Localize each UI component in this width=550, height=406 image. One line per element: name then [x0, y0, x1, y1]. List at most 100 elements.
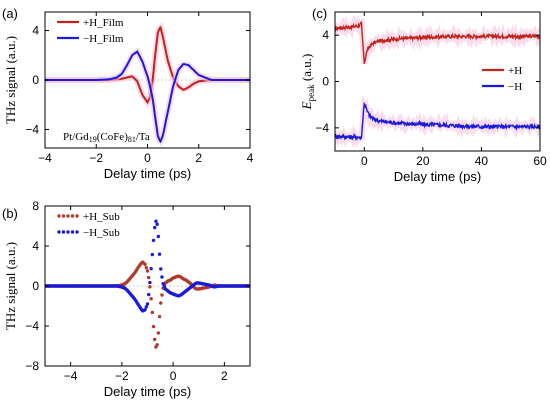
series-line — [335, 101, 540, 142]
chart-panel-c: 0 20 40 60 −4 0 4 Delay time (ps) Epeak (a.u.) (c… — [299, 6, 547, 184]
data-point — [155, 343, 159, 347]
y-axis-ticks: −4 0 4 — [315, 28, 540, 135]
data-point — [155, 222, 159, 226]
data-point — [148, 280, 152, 285]
legend-marker — [57, 214, 61, 218]
data-point — [153, 337, 157, 342]
data-point — [143, 262, 147, 267]
legend-marker — [61, 214, 66, 218]
y-tick-label: −8 — [25, 359, 39, 373]
data-point — [143, 307, 147, 312]
y-tick-label: 8 — [32, 199, 39, 213]
x-axis-label: Delay time (ps) — [104, 384, 191, 399]
data-point — [156, 331, 161, 335]
y-axis-label: Epeak (a.u.) — [299, 54, 316, 111]
chart-panel-a: −4 −2 0 2 4 −4 0 4 Delay time (ps) THz signal (a.… — [2, 6, 254, 181]
data-point — [156, 234, 161, 239]
data-point — [161, 282, 165, 286]
x-tick-label: 0 — [361, 154, 368, 168]
panel-label: (c) — [312, 6, 327, 21]
legend: +H −H — [482, 65, 522, 93]
data-point — [151, 324, 156, 329]
x-tick-label: 20 — [416, 154, 430, 168]
data-point — [147, 292, 151, 297]
x-tick-label: 0 — [144, 151, 151, 165]
y-tick-label: 0 — [32, 279, 39, 293]
y-tick-label: 4 — [32, 24, 39, 38]
x-tick-label: 2 — [221, 369, 228, 383]
series-line — [335, 21, 540, 64]
legend-label: +H — [508, 65, 522, 77]
plot-area — [45, 22, 250, 147]
data-point — [160, 293, 164, 297]
y-axis-ticks: −8 −4 0 4 8 — [25, 199, 250, 373]
data-point — [162, 284, 167, 289]
data-point — [150, 252, 155, 257]
y-tick-label: −4 — [315, 121, 329, 135]
data-point — [149, 266, 153, 271]
data-point — [144, 266, 148, 270]
y-tick-label: 0 — [32, 73, 39, 87]
data-point — [149, 297, 153, 301]
x-tick-label: 4 — [247, 151, 254, 165]
data-point — [160, 275, 164, 279]
legend-marker — [70, 230, 75, 234]
x-axis-ticks: −4 −2 0 2 4 — [38, 12, 254, 165]
series-glow — [335, 95, 540, 149]
data-point — [145, 302, 150, 306]
y-tick-label: 4 — [322, 28, 329, 42]
plot-area — [45, 219, 250, 349]
data-point — [159, 301, 163, 305]
legend-label: −H_Sub — [83, 227, 120, 239]
legend-label: −H — [508, 81, 522, 93]
y-tick-label: 4 — [32, 239, 39, 253]
series-minus — [335, 95, 540, 149]
panel-label: (a) — [2, 6, 18, 21]
x-axis-ticks: −4 −2 0 2 — [64, 206, 228, 383]
legend-marker — [75, 230, 79, 234]
legend-marker — [70, 214, 75, 218]
legend: +H_Sub −H_Sub — [57, 211, 120, 239]
legend-marker — [66, 230, 70, 234]
data-point — [157, 252, 162, 256]
data-point — [144, 305, 148, 309]
y-tick-label: −4 — [25, 319, 39, 333]
data-point — [157, 314, 162, 319]
series-plus — [335, 13, 540, 65]
x-tick-label: 0 — [170, 369, 177, 383]
legend: +H_Film −H_Film — [57, 17, 124, 45]
x-tick-label: 60 — [533, 154, 547, 168]
panel-label: (b) — [2, 206, 18, 221]
data-point — [150, 310, 155, 315]
x-tick-label: −4 — [38, 151, 52, 165]
x-axis-label: Delay time (ps) — [104, 166, 191, 181]
legend-label: −H_Film — [83, 33, 124, 45]
legend-label: +H_Film — [83, 17, 124, 29]
data-point — [154, 219, 158, 223]
y-axis-ticks: −4 0 4 — [25, 24, 250, 136]
chart-panel-b: −4 −2 0 2 −8 −4 0 4 8 Delay time (ps) THz signal (… — [2, 199, 251, 399]
sample-annotation: Pt/Gd19(CoFe)81/Ta — [63, 131, 150, 144]
data-point — [151, 238, 156, 243]
series-line — [45, 50, 250, 144]
y-tick-label: −4 — [25, 122, 39, 136]
legend-marker — [61, 230, 66, 234]
data-point — [153, 225, 157, 230]
legend-marker — [57, 230, 61, 234]
x-tick-label: 40 — [475, 154, 489, 168]
y-tick-label: 0 — [322, 75, 329, 89]
x-tick-label: −2 — [115, 369, 129, 383]
series-minus — [45, 219, 250, 313]
data-point — [159, 267, 163, 271]
legend-marker — [75, 214, 79, 218]
data-point — [148, 285, 152, 289]
legend-marker — [66, 214, 70, 218]
data-point — [145, 269, 150, 273]
y-axis-label: THz signal (a.u.) — [3, 36, 18, 124]
plot-area — [335, 13, 540, 149]
data-point — [147, 275, 151, 280]
x-tick-label: −4 — [64, 369, 78, 383]
series-minus — [45, 47, 250, 147]
x-tick-label: 2 — [195, 151, 202, 165]
